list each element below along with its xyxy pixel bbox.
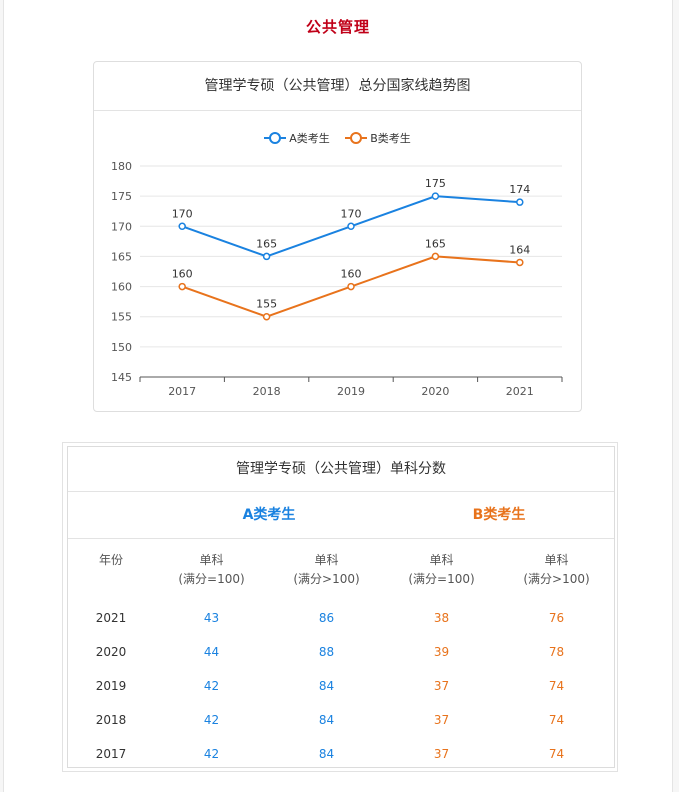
cell-year: 2020 [95,645,127,659]
data-label: 170 [341,207,362,220]
cell-a1: 44 [203,645,220,659]
chart-legend: A类考生 B类考生 [94,130,581,147]
x-tick-label: 2018 [253,385,281,398]
legend-swatch-b [345,132,368,144]
cell-b1: 37 [433,713,450,727]
header-a-col1-line1: 单科 [199,553,224,567]
data-point [516,198,524,206]
table-row: 2017 42 84 37 74 [68,737,614,771]
data-label: 160 [172,268,193,281]
data-label: 165 [256,237,277,250]
header-b-col1: 单科 (满分=100) [384,551,499,589]
cell-b2: 74 [548,747,565,761]
cell-a2: 84 [318,679,335,693]
y-tick-label: 165 [111,250,132,263]
legend-swatch-a [264,132,287,144]
x-tick-label: 2019 [337,385,365,398]
header-a-col2-line2: (满分>100) [293,572,360,586]
cell-a2: 86 [318,611,335,625]
cell-b2: 74 [548,713,565,727]
data-point [262,312,271,321]
legend-label-a: A类考生 [289,132,330,145]
group-a-label: A类考生 [242,507,296,523]
x-tick-label: 2021 [506,385,534,398]
cell-a2: 88 [318,645,335,659]
header-a-col2-line1: 单科 [314,553,339,567]
table-row: 2020 44 88 39 78 [68,635,614,669]
data-point [347,222,355,231]
page-title: 公共管理 [305,18,370,36]
table-column-headers: 年份 单科 (满分=100) 单科 (满分>100) 单科 (满分=100) 单… [68,539,614,601]
table-title: 管理学专硕（公共管理）单科分数 [68,447,614,492]
data-label: 170 [172,207,193,220]
cell-year: 2021 [95,611,127,625]
y-tick-label: 145 [111,371,132,384]
legend-item-a[interactable]: A类考生 [264,130,330,146]
data-point [431,192,440,200]
cell-year: 2018 [95,713,127,727]
data-point [178,222,186,231]
score-table: 管理学专硕（公共管理）单科分数 A类考生 B类考生 年份 单科 (满分=100)… [67,446,615,768]
cell-b1: 37 [433,679,450,693]
table-row: 2018 42 84 37 74 [68,703,614,737]
chart-card: 管理学专硕（公共管理）总分国家线趋势图 A类考生 B类考生 145 150 155 1… [93,61,582,412]
data-label: 175 [425,177,446,190]
data-point [178,282,186,291]
cell-a1: 42 [203,713,220,727]
x-tick-label: 2017 [168,385,196,398]
cell-a1: 42 [203,679,220,693]
table-group-header: A类考生 B类考生 [68,492,614,539]
cell-b1: 39 [433,645,450,659]
table-row: 2019 42 84 37 74 [68,669,614,703]
table-row: 2021 43 86 38 76 [68,601,614,635]
data-point [431,252,440,261]
header-b-col2-line1: 单科 [544,553,569,567]
header-b-col2: 单科 (满分>100) [499,551,614,589]
cell-year: 2019 [95,679,127,693]
legend-item-b[interactable]: B类考生 [345,130,411,146]
y-tick-label: 160 [111,281,132,294]
y-tick-label: 170 [111,220,132,233]
y-tick-label: 155 [111,311,132,324]
y-tick-label: 150 [111,341,132,354]
data-point [262,252,271,261]
chart-title: 管理学专硕（公共管理）总分国家线趋势图 [94,62,581,111]
cell-a1: 42 [203,747,220,761]
data-point [347,282,355,291]
data-label: 160 [341,268,362,281]
group-b-label: B类考生 [472,507,526,523]
header-year: 年份 [98,553,123,567]
line-chart: 145 150 155 160 165 170 175 180 2017 2018 2019 2020… [111,160,563,398]
header-a-col2: 单科 (满分>100) [269,551,384,589]
header-a-col1-line2: (满分=100) [178,572,245,586]
header-a-col1: 单科 (满分=100) [154,551,269,589]
cell-a2: 84 [318,747,335,761]
legend-label-b: B类考生 [370,132,411,145]
data-label: 155 [256,298,277,311]
cell-b2: 74 [548,679,565,693]
page: 公共管理 管理学专硕（公共管理）总分国家线趋势图 A类考生 B类考生 145 15… [3,0,673,792]
y-tick-label: 175 [111,190,132,203]
header-b-col1-line1: 单科 [429,553,454,567]
cell-a2: 84 [318,713,335,727]
cell-b2: 78 [548,645,565,659]
cell-year: 2017 [95,747,127,761]
cell-a1: 43 [203,611,220,625]
data-label: 165 [425,237,446,250]
x-tick-label: 2020 [421,385,449,398]
data-point [516,258,524,267]
cell-b1: 38 [433,611,450,625]
y-tick-label: 180 [111,160,132,173]
header-b-col1-line2: (满分=100) [408,572,475,586]
cell-b2: 76 [548,611,565,625]
cell-b1: 37 [433,747,450,761]
data-label: 164 [509,243,530,256]
data-label: 174 [509,183,530,196]
score-table-card: 管理学专硕（公共管理）单科分数 A类考生 B类考生 年份 单科 (满分=100)… [62,442,618,772]
header-b-col2-line2: (满分>100) [523,572,590,586]
